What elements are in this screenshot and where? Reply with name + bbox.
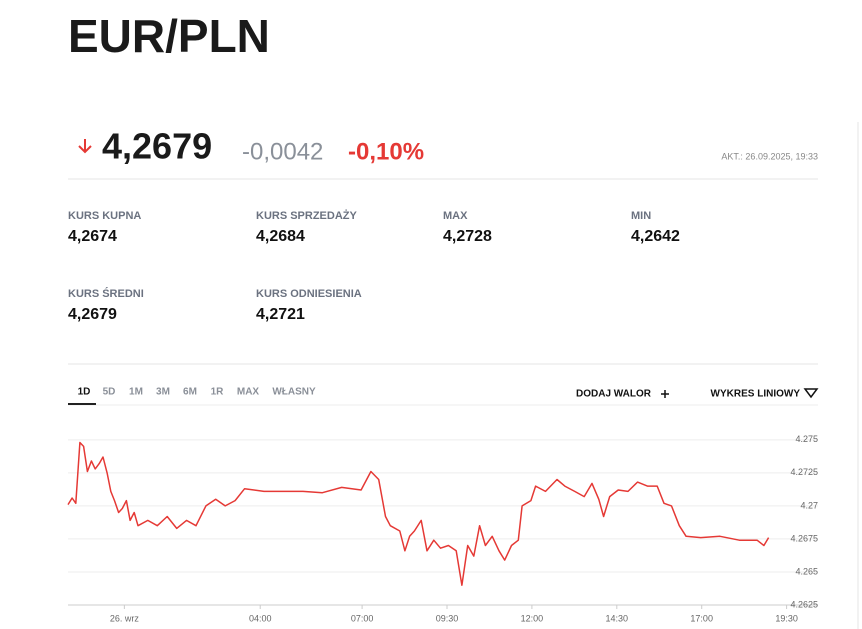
stat-label: KURS SPRZEDAŻY xyxy=(256,209,358,222)
y-tick-label: 4.2675 xyxy=(790,533,818,543)
range-tab[interactable]: 3M xyxy=(156,387,170,398)
range-tab[interactable]: WŁASNY xyxy=(272,387,316,398)
updated: AKT.: 26.09.2025, 19:33 xyxy=(721,151,818,161)
x-tick-label: 19:30 xyxy=(775,613,798,623)
stat-value: 4,2642 xyxy=(631,228,680,245)
x-tick-label: 17:00 xyxy=(690,613,713,623)
y-tick-label: 4.2725 xyxy=(790,467,818,477)
price: 4,2679 xyxy=(102,126,212,167)
stat-value: 4,2728 xyxy=(443,228,492,245)
stat-value: 4,2679 xyxy=(68,306,117,323)
x-tick-label: 26. wrz xyxy=(110,613,140,623)
y-tick-label: 4.2625 xyxy=(790,599,818,609)
stat-value: 4,2684 xyxy=(256,228,305,245)
stat-label: KURS ODNIESIENIA xyxy=(256,288,362,300)
change-pct: -0,10% xyxy=(348,138,424,165)
range-tab[interactable]: 1R xyxy=(211,387,225,398)
range-tab[interactable]: MAX xyxy=(237,387,260,398)
tabs: 1D 5D 1M 3M 6M 1R MAX WŁASNY xyxy=(78,387,316,398)
stat-label: MIN xyxy=(631,210,651,222)
stat-value: 4,2674 xyxy=(68,228,117,245)
x-tick-label: 04:00 xyxy=(249,613,272,623)
x-tick-label: 12:00 xyxy=(521,613,544,623)
y-tick-label: 4.265 xyxy=(795,566,818,576)
chart-type-button[interactable]: WYKRES LINIOWY xyxy=(711,389,801,400)
range-tab[interactable]: 6M xyxy=(183,387,197,398)
add-button[interactable]: DODAJ WALOR xyxy=(576,389,652,400)
chart: 4.2625 4.265 4.2675 4.27 4.2725 4.275 26. wrz 0… xyxy=(67,434,818,623)
stat-label: MAX xyxy=(443,210,468,222)
x-tick-label: 07:00 xyxy=(351,613,374,623)
y-tick-label: 4.27 xyxy=(800,500,818,510)
change: -0,0042 xyxy=(242,138,323,165)
price-line xyxy=(67,441,770,586)
stat-value: 4,2721 xyxy=(256,306,305,323)
range-tab[interactable]: 1D xyxy=(78,387,91,398)
stats: KURS KUPNA 4,2674 KURS SPRZEDAŻY 4,2684 MAX 4… xyxy=(68,209,680,323)
stat-label: KURS KUPNA xyxy=(68,210,141,222)
range-tab[interactable]: 1M xyxy=(129,387,143,398)
range-tab[interactable]: 5D xyxy=(103,387,116,398)
x-tick-label: 14:30 xyxy=(606,613,629,623)
plus-icon[interactable] xyxy=(661,390,669,398)
stat-label: KURS ŚREDNI xyxy=(68,287,144,300)
y-tick-label: 4.275 xyxy=(795,434,818,444)
page-title: EUR/PLN xyxy=(68,10,270,62)
x-tick-label: 09:30 xyxy=(436,613,459,623)
down-arrow xyxy=(78,139,92,154)
dropdown-icon[interactable] xyxy=(803,388,819,399)
